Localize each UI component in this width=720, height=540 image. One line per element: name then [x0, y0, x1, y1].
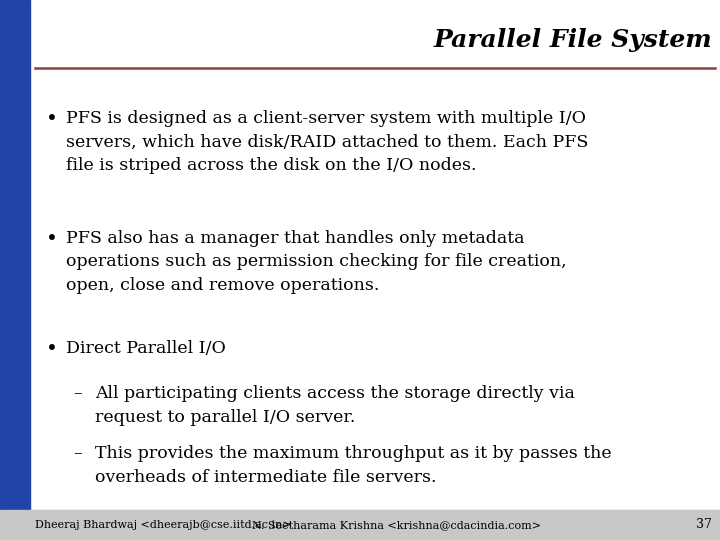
- Text: 37: 37: [696, 518, 712, 531]
- Text: Parallel File System: Parallel File System: [433, 28, 712, 52]
- Text: –: –: [73, 445, 82, 462]
- Bar: [0, 510, 720, 540]
- Text: All participating clients access the storage directly via
request to parallel I/: All participating clients access the sto…: [95, 385, 575, 426]
- Text: PFS is designed as a client-server system with multiple I/O
servers, which have : PFS is designed as a client-server syste…: [66, 110, 588, 174]
- Text: –: –: [73, 385, 82, 402]
- Text: •: •: [46, 230, 58, 249]
- Text: Dheeraj Bhardwaj <dheerajb@cse.iitd.ac.in>: Dheeraj Bhardwaj <dheerajb@cse.iitd.ac.i…: [35, 520, 292, 530]
- Text: •: •: [46, 110, 58, 129]
- Bar: [0, 0, 30, 510]
- Text: This provides the maximum throughput as it by passes the
overheads of intermedia: This provides the maximum throughput as …: [95, 445, 611, 485]
- Text: Direct Parallel I/O: Direct Parallel I/O: [66, 340, 226, 357]
- Text: PFS also has a manager that handles only metadata
operations such as permission : PFS also has a manager that handles only…: [66, 230, 567, 294]
- Text: •: •: [46, 340, 58, 359]
- Text: N. Seetharama Krishna <krishna@cdacindia.com>: N. Seetharama Krishna <krishna@cdacindia…: [251, 520, 541, 530]
